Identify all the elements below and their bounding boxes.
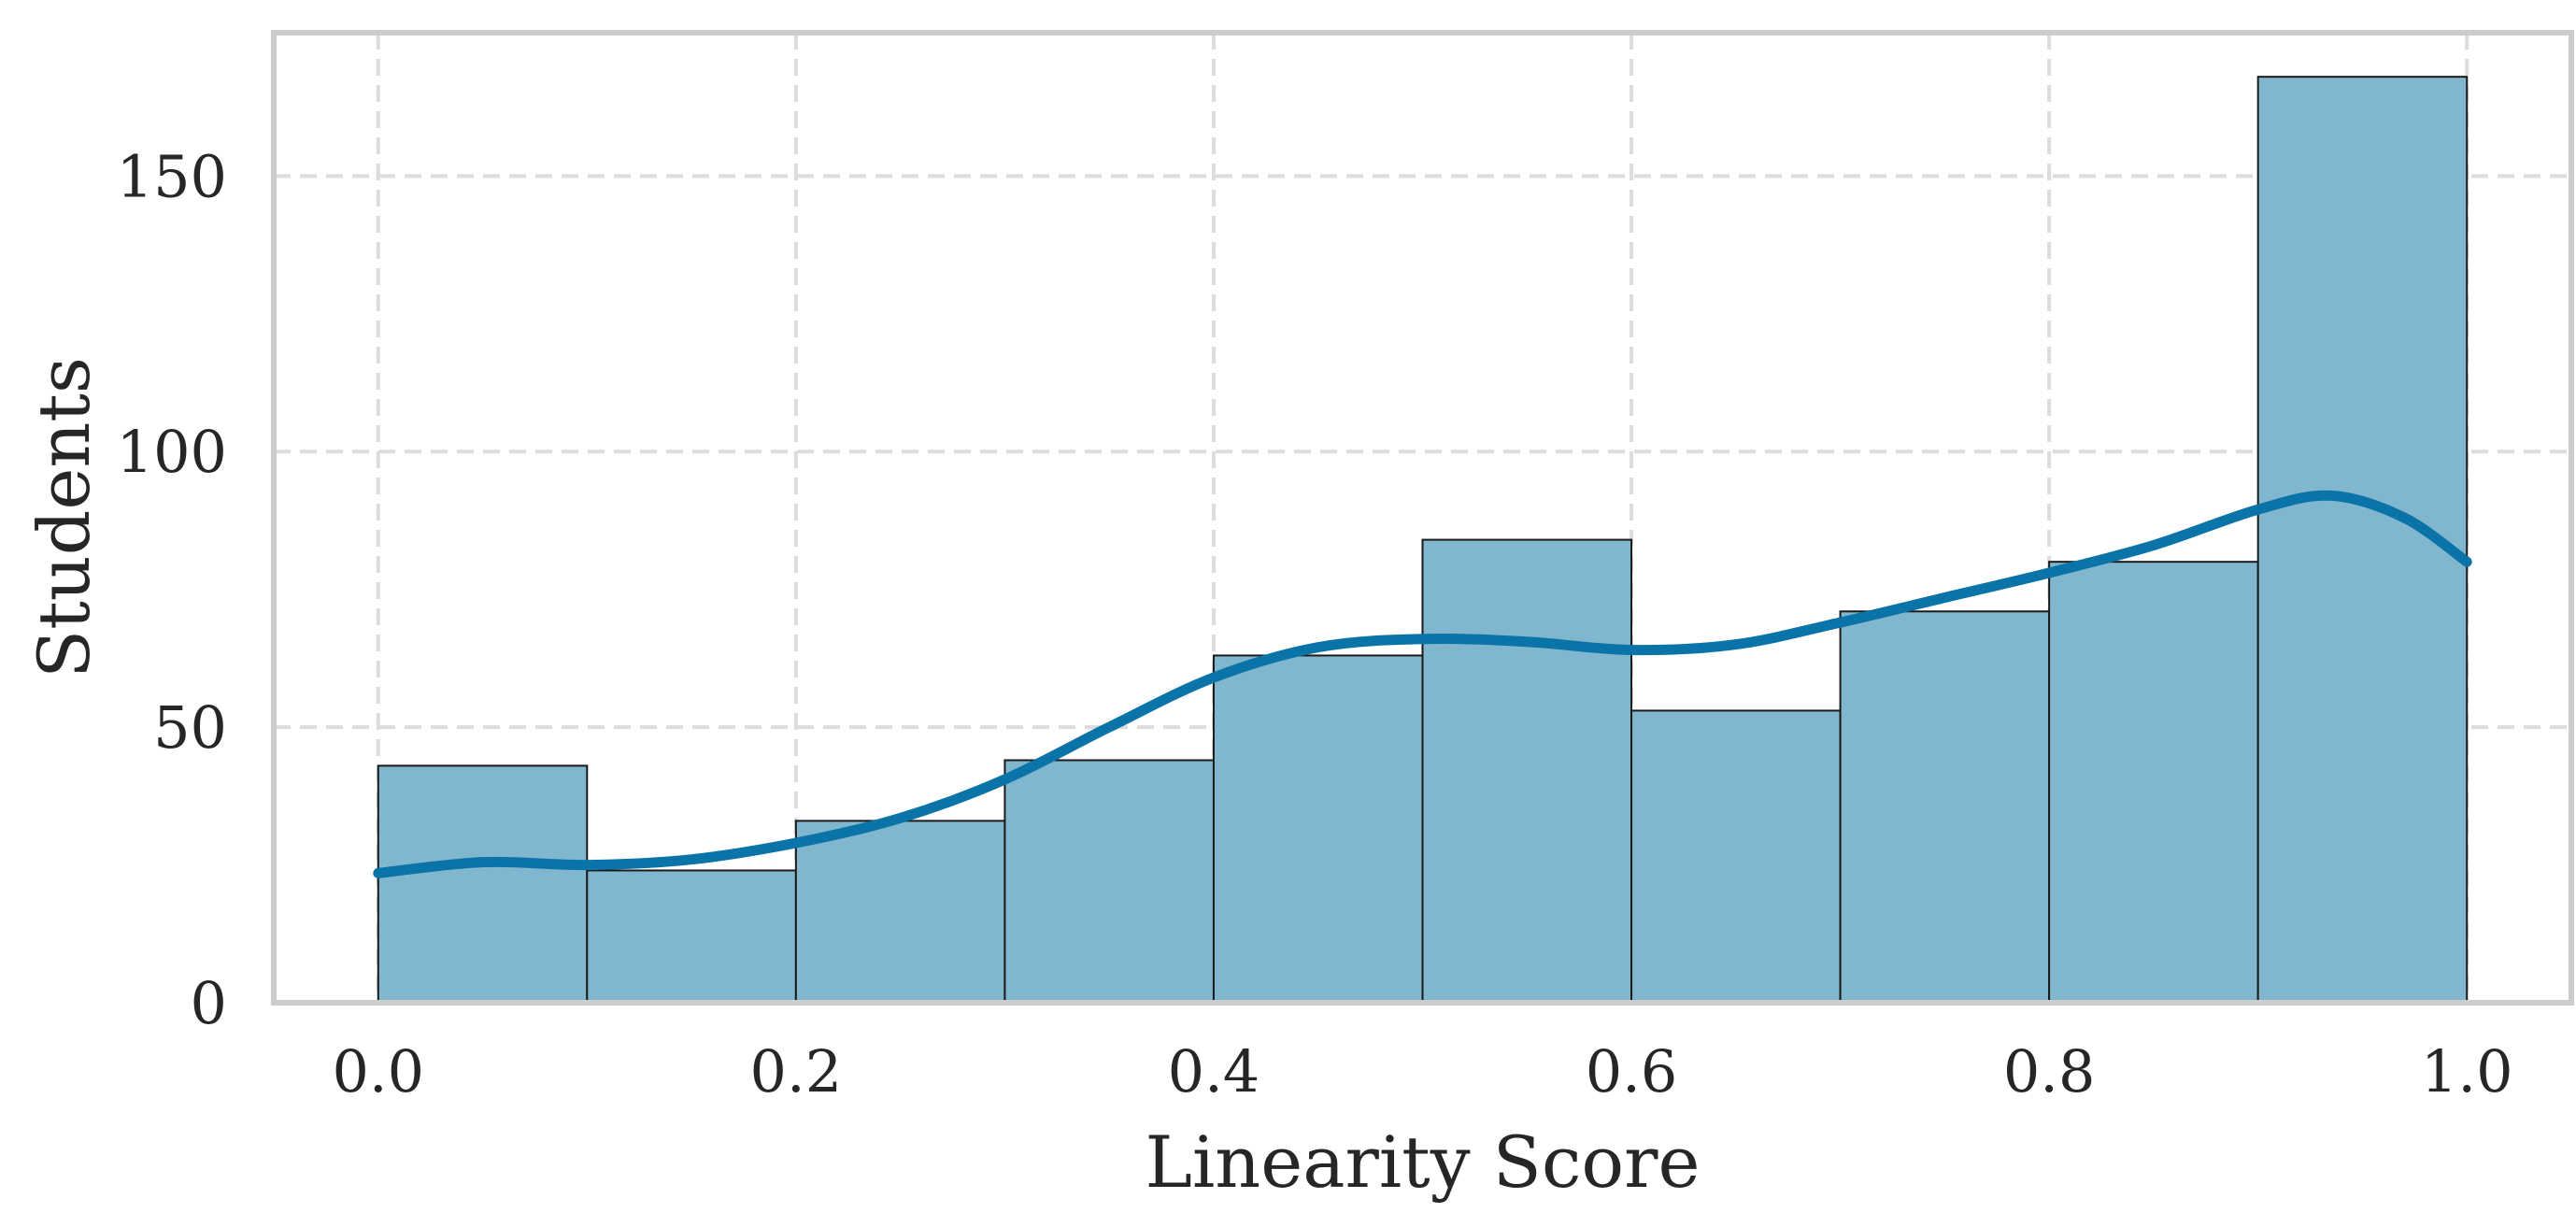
x-tick-label-4: 0.8	[2003, 1037, 2096, 1106]
histogram-bar-5	[1421, 538, 1633, 1004]
histogram-bar-3	[1003, 759, 1215, 1004]
histogram-bar-7	[1839, 610, 2051, 1004]
y-tick-label-0: 0	[191, 969, 227, 1037]
y-axis-title: Students	[22, 357, 106, 678]
y-tick-labels: 0 50 100 150	[117, 142, 227, 1037]
x-tick-label-5: 1.0	[2421, 1037, 2513, 1106]
x-tick-label-2: 0.4	[1168, 1037, 1260, 1106]
x-axis-title: Linearity Score	[1146, 1120, 1701, 1204]
histogram-bar-2	[794, 820, 1006, 1004]
kde-line	[373, 490, 2472, 878]
histogram-bars	[377, 76, 2469, 1005]
x-tick-label-0: 0.0	[332, 1037, 424, 1106]
histogram-bar-6	[1630, 709, 1842, 1005]
histogram-bar-4	[1212, 654, 1424, 1004]
x-tick-label-3: 0.6	[1586, 1037, 1678, 1106]
kde-curve	[373, 490, 2472, 878]
histogram-bar-8	[2048, 561, 2259, 1004]
x-tick-label-1: 0.2	[750, 1037, 843, 1106]
y-tick-label-1: 50	[153, 693, 227, 762]
histogram-bar-0	[377, 764, 589, 1004]
histogram-bar-1	[586, 869, 797, 1004]
plot-frame	[271, 30, 2574, 1006]
y-tick-label-2: 100	[117, 418, 227, 486]
x-tick-labels: 0.0 0.2 0.4 0.6 0.8 1.0	[332, 1037, 2512, 1106]
y-tick-label-3: 150	[117, 142, 227, 210]
